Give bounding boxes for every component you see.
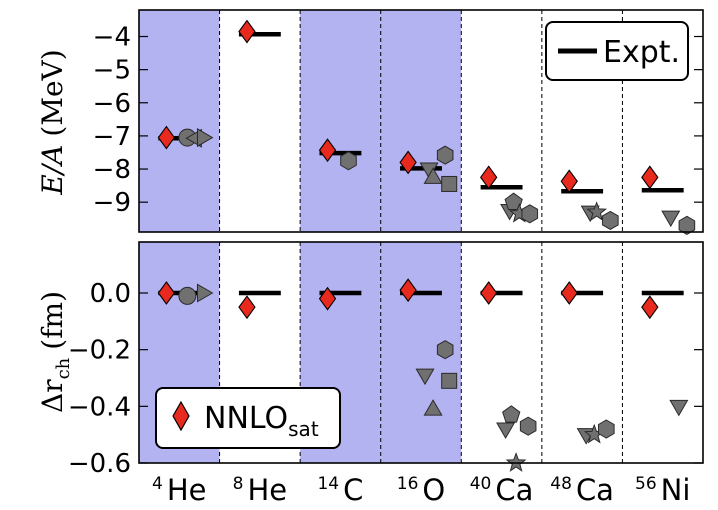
- radius-y-axis-label-unit: (fm): [36, 291, 69, 350]
- energy-ytick-label: −6: [93, 89, 131, 119]
- radius-legend-label: NNLOsat: [204, 401, 319, 441]
- radius-other-point: [496, 422, 516, 440]
- radius-nnlosat-point: [560, 281, 578, 305]
- energy-data-points: [157, 19, 696, 235]
- radius-panel-frame: [138, 241, 704, 464]
- radius-other-point: [598, 419, 615, 439]
- energy-shade-column: [139, 10, 220, 232]
- energy-other-point: [586, 201, 608, 221]
- energy-legend-box: [545, 21, 689, 81]
- energy-other-point: [504, 192, 523, 210]
- energy-nnlosat-point: [318, 138, 337, 163]
- radius-ytick-label: −0.4: [68, 392, 131, 422]
- nucleus-label: 48 Ca: [550, 473, 614, 507]
- radius-nnlosat-point: [641, 295, 659, 320]
- radius-other-point: [669, 399, 689, 417]
- energy-ytick-label: −7: [93, 122, 131, 152]
- energy-other-point: [340, 151, 357, 171]
- energy-y-axis-label-unit: (MeV): [36, 49, 69, 136]
- radius-nnlosat-point: [318, 286, 337, 311]
- energy-ytick-label: −9: [93, 188, 131, 218]
- nucleus-mass-number: 16: [397, 474, 419, 494]
- nucleus-label: 4 He: [152, 473, 206, 507]
- energy-shade-column: [300, 10, 381, 232]
- radius-other-point: [519, 416, 537, 436]
- nucleus-element-symbol: O: [422, 473, 445, 507]
- radius-legend-label-sub: sat: [288, 417, 319, 441]
- energy-other-point: [436, 145, 454, 165]
- radius-ytick-label: 0.0: [90, 279, 131, 309]
- energy-ytick-label: −8: [93, 155, 131, 185]
- radius-legend-box: [155, 387, 341, 449]
- radius-other-point: [436, 340, 454, 360]
- radius-y-axis-label-main: Δr: [36, 379, 69, 413]
- radius-legend-nnlosat-marker: [172, 400, 190, 432]
- nucleus-label: 14 C: [317, 473, 363, 507]
- nucleus-mass-number: 40: [470, 474, 492, 494]
- nucleus-label: 56 Ni: [635, 473, 690, 507]
- radius-other-point: [196, 283, 214, 303]
- energy-other-point: [661, 210, 681, 228]
- radius-y-ticks: −0.6 −0.4 −0.2 0.0: [68, 279, 703, 479]
- nucleus-x-ticks: 4 He 8 He 14 C 16 O 40 Ca 48 Ca 56 Ni: [152, 473, 690, 507]
- nucleus-mass-number: 14: [317, 474, 339, 494]
- energy-y-axis-label: E/A (MeV): [36, 49, 69, 195]
- energy-y-axis-label-main: E/A: [36, 145, 69, 196]
- energy-other-point: [423, 167, 443, 184]
- energy-y-ticks: −9−8−7−6−5−4: [93, 23, 703, 218]
- radius-other-point: [502, 405, 521, 423]
- nucleus-element-symbol: Ca: [495, 473, 533, 507]
- nucleus-label: 16 O: [397, 473, 445, 507]
- radius-y-axis-label-sub: ch: [53, 357, 74, 379]
- energy-other-point: [441, 175, 458, 192]
- radius-frame-rect: [138, 241, 704, 464]
- radius-nnlosat-point: [479, 281, 498, 305]
- energy-nnlosat-point: [641, 165, 659, 190]
- radius-data-points: [157, 278, 689, 472]
- radius-ytick-label: −0.2: [68, 336, 131, 366]
- energy-legend: Expt.: [545, 21, 689, 81]
- nucleus-mass-number: 4: [152, 474, 163, 494]
- energy-nnlosat-point: [479, 165, 498, 190]
- nucleus-element-symbol: Ni: [661, 473, 691, 507]
- nucleus-mass-number: 56: [635, 474, 657, 494]
- nucleus-label: 8 He: [233, 473, 287, 507]
- radius-nnlosat-point: [399, 278, 417, 303]
- nucleus-element-symbol: C: [343, 473, 363, 507]
- energy-nnlosat-point: [157, 125, 176, 150]
- radius-other-point: [178, 286, 197, 305]
- energy-nnlosat-point: [560, 169, 578, 194]
- energy-ytick-label: −4: [93, 23, 131, 53]
- nucleus-element-symbol: He: [247, 473, 287, 507]
- radius-nnlosat-point: [157, 281, 176, 305]
- nucleus-element-symbol: Ca: [576, 473, 614, 507]
- radius-other-point: [423, 399, 443, 416]
- energy-other-point: [678, 215, 696, 235]
- radius-other-point: [441, 372, 458, 389]
- nucleus-element-symbol: He: [167, 473, 207, 507]
- radius-legend: NNLOsat: [155, 387, 341, 449]
- energy-other-point: [196, 128, 214, 148]
- nucleus-mass-number: 8: [233, 474, 244, 494]
- radius-other-point: [505, 452, 527, 472]
- radius-ytick-label: −0.6: [68, 449, 131, 479]
- radius-nnlosat-point: [238, 295, 256, 320]
- radius-legend-label-main: NNLO: [204, 401, 288, 436]
- energy-ytick-label: −5: [93, 56, 131, 86]
- nucleus-label: 40 Ca: [470, 473, 534, 507]
- energy-frame-rect: [138, 9, 704, 233]
- energy-nnlosat-point: [238, 19, 256, 44]
- nucleus-mass-number: 48: [550, 474, 572, 494]
- energy-nnlosat-point: [399, 150, 417, 175]
- energy-shade-column: [380, 10, 462, 232]
- energy-panel-frame: [138, 9, 704, 233]
- energy-legend-label: Expt.: [603, 35, 680, 70]
- radius-y-axis-label: Δrch (fm): [36, 291, 74, 413]
- energy-other-point: [521, 204, 539, 224]
- radius-other-point: [415, 368, 435, 386]
- energy-other-point: [602, 210, 619, 230]
